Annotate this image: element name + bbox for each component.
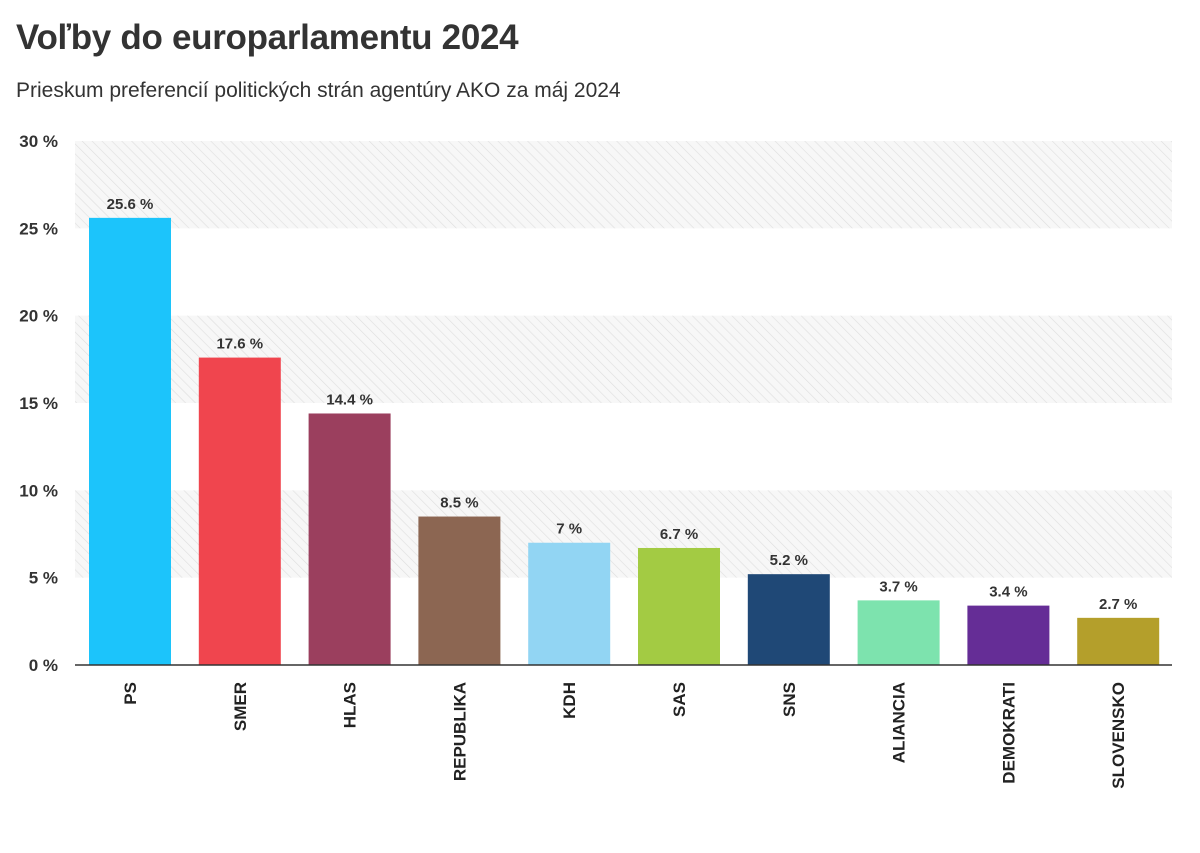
y-tick-label: 5 % [29,569,58,588]
bar-sas [638,547,720,665]
x-tick-label: SLOVENSKO [1109,682,1128,789]
y-tick-label: 25 % [19,219,58,238]
x-tick-label: KDH [560,682,579,719]
value-label: 14.4 % [326,391,373,408]
value-label: 8.5 % [440,495,478,512]
bar-aliancia [857,600,940,665]
value-label: 3.7 % [879,578,917,595]
x-tick-label: ALIANCIA [890,682,909,763]
chart-title: Voľby do europarlamentu 2024 [16,18,519,57]
value-label: 2.7 % [1099,596,1137,613]
value-label: 25.6 % [107,196,154,213]
bar-republika [418,516,501,665]
bar-smer [198,357,281,665]
chart-subtitle: Prieskum preferencií politických strán a… [16,79,621,102]
x-tick-label: SAS [670,682,689,717]
x-tick-label: HLAS [341,682,360,728]
x-axis: PS SMER HLAS REPUBLIKA KDH SAS SNS ALIANCIA DEMO… [121,682,1128,789]
grid-band [75,141,1172,229]
value-label: 17.6 % [216,336,263,353]
bar-sns [747,574,830,665]
x-tick-label: PS [121,682,140,705]
y-tick-label: 0 % [29,656,58,675]
x-tick-label: SMER [231,682,250,731]
bar-demokrati [967,605,1050,665]
y-tick-label: 20 % [19,307,58,326]
bar-slovensko [1077,617,1160,665]
value-label: 3.4 % [989,584,1027,601]
y-axis: 0 % 5 % 10 % 15 % 20 % 25 % 30 % [19,132,58,675]
value-label: 7 % [556,521,582,538]
bars: 25.6 % 17.6 % 14.4 % 8.5 % 7 % 6.7 % 5.2 % 3.7 … [89,196,1160,665]
bar-ps [89,217,171,665]
bar-kdh [528,542,611,665]
y-tick-label: 30 % [19,132,58,151]
bar-hlas [308,413,391,665]
y-tick-label: 10 % [19,481,58,500]
y-tick-label: 15 % [19,394,58,413]
x-tick-label: SNS [780,682,799,717]
value-label: 6.7 % [660,526,698,543]
x-tick-label: REPUBLIKA [450,682,469,781]
x-tick-label: DEMOKRATI [999,682,1018,784]
value-label: 5.2 % [770,552,808,569]
